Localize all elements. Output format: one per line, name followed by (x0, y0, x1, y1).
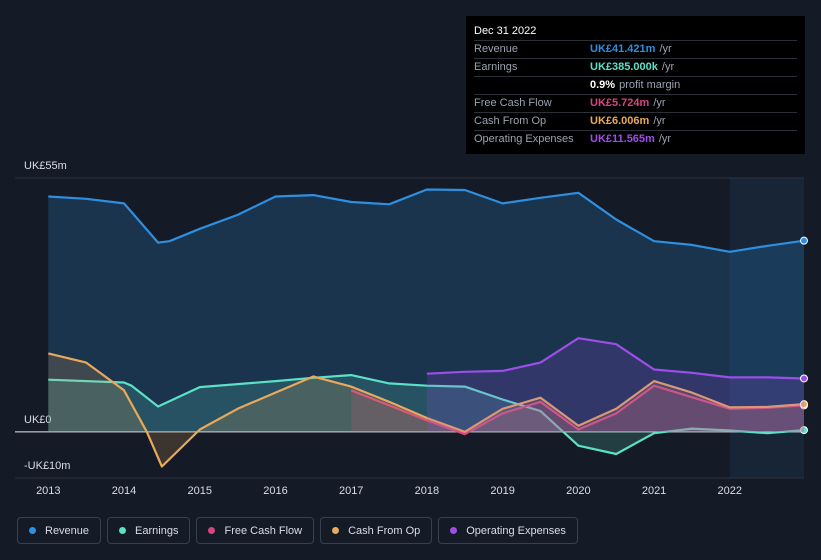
tooltip-label: Revenue (474, 43, 519, 55)
tooltip-title: Dec 31 2022 (474, 25, 537, 37)
legend-label: Free Cash Flow (224, 524, 303, 537)
tooltip-value: UK£41.421m (590, 43, 656, 55)
tooltip-label: Free Cash Flow (474, 97, 552, 109)
chart: UK£55m UK£0 -UK£10m 2013 2014 2015 2016 2017 201… (15, 160, 808, 497)
legend-label: Earnings (135, 524, 179, 537)
legend-item[interactable]: Earnings (107, 517, 191, 544)
x-tick-label: 2016 (263, 485, 287, 497)
end-point (800, 426, 808, 435)
tooltip-row: Revenue UK£41.421m/yr (474, 40, 797, 58)
tooltip-value: UK£5.724m (590, 97, 650, 109)
legend-label: Revenue (45, 524, 90, 537)
tooltip-row: Operating Expenses UK£11.565m/yr (474, 130, 797, 148)
legend-swatch (119, 527, 127, 534)
tooltip-value: UK£6.006m (590, 115, 650, 127)
x-tick-label: 2017 (339, 485, 363, 497)
series-area (426, 338, 804, 432)
tooltip-unit: /yr (659, 43, 672, 55)
series-area (48, 375, 805, 454)
series-area (48, 353, 805, 467)
end-point (800, 374, 808, 383)
tooltip: Dec 31 2022 Revenue UK£41.421m/yr Earnings U… (466, 16, 805, 154)
tooltip-row: Cash From Op UK£6.006m/yr (474, 112, 797, 130)
tooltip-unit: /yr (658, 133, 672, 145)
y-tick-label: -UK£10m (24, 460, 70, 472)
legend-item[interactable]: Operating Expenses (438, 517, 578, 544)
legend-swatch (29, 527, 36, 534)
tooltip-row: 0.9% profit margin (474, 76, 797, 94)
series-line (426, 337, 805, 380)
tooltip-value: 0.9% (590, 79, 616, 91)
tooltip-unit: /yr (653, 97, 666, 109)
y-tick-label: UK£55m (24, 160, 67, 172)
legend-label: Cash From Op (348, 524, 421, 537)
tooltip-value: UK£385.000k (590, 61, 658, 73)
tooltip-unit: /yr (661, 61, 675, 73)
tooltip-label: Cash From Op (474, 115, 547, 127)
highlight-region (729, 178, 804, 478)
x-tick-label: 2015 (188, 485, 212, 497)
legend-label: Operating Expenses (466, 524, 566, 537)
y-tick-label: UK£0 (24, 414, 52, 426)
tooltip-value: UK£11.565m (590, 133, 655, 145)
series-line (48, 188, 805, 253)
legend-swatch (208, 527, 216, 534)
x-tick-label: 2014 (112, 485, 136, 497)
tooltip-label (474, 77, 590, 94)
tooltip-row: Free Cash Flow UK£5.724m/yr (474, 94, 797, 112)
tooltip-label: Earnings (474, 61, 518, 73)
x-tick-label: 2020 (566, 485, 590, 497)
x-tick-label: 2021 (642, 485, 666, 497)
legend: Revenue Earnings Free Cash Flow Cash From O… (17, 517, 578, 544)
series-area (48, 189, 805, 432)
end-point (800, 400, 808, 409)
end-point (800, 236, 808, 245)
series-line (48, 352, 805, 468)
x-tick-label: 2018 (415, 485, 439, 497)
legend-item[interactable]: Cash From Op (320, 517, 433, 544)
legend-swatch (450, 527, 458, 534)
legend-item[interactable]: Free Cash Flow (196, 517, 315, 544)
tooltip-row: Earnings UK£385.000k/yr (474, 58, 797, 76)
x-tick-label: 2013 (36, 485, 60, 497)
series-line (350, 384, 805, 436)
tooltip-unit: profit margin (619, 79, 681, 91)
tooltip-label: Operating Expenses (474, 133, 574, 145)
legend-item[interactable]: Revenue (17, 517, 102, 544)
legend-swatch (332, 527, 340, 534)
x-tick-label: 2022 (718, 485, 742, 497)
series-line (48, 374, 805, 456)
tooltip-unit: /yr (653, 115, 666, 127)
x-tick-label: 2019 (490, 485, 514, 497)
